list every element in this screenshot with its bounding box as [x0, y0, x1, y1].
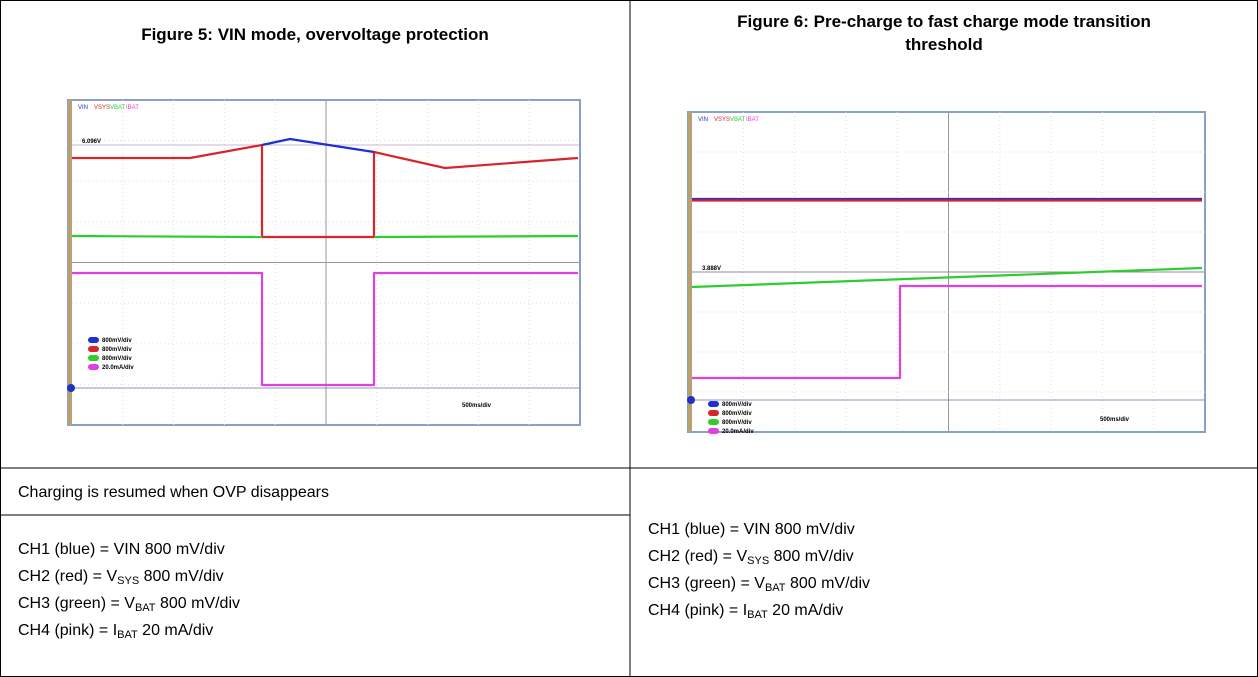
- channel-scale: 800mV/div: [722, 402, 752, 408]
- channel-badge: [708, 401, 719, 407]
- subscript: SYS: [117, 575, 139, 587]
- description-text: CH2 (red) = V: [18, 568, 117, 585]
- oscilloscope-capture: 3.888V VIN VSYS VBAT IBAT 800mV/div 800mV/div 8…: [687, 111, 1206, 435]
- channel-scale: 800mV/div: [102, 338, 132, 344]
- waveform: [373, 234, 579, 239]
- channel-badge: [88, 364, 99, 370]
- description-text: CH3 (green) = V: [18, 595, 135, 612]
- waveform: [692, 284, 1202, 380]
- channel-label: VBAT: [110, 105, 126, 111]
- waveform: [261, 137, 375, 154]
- subscript: SYS: [747, 555, 769, 567]
- description-text: CH2 (red) = V: [648, 548, 747, 565]
- channel-label: VIN: [698, 117, 708, 123]
- channel-description: CH4 (pink) = IBAT 20 mA/div: [18, 622, 213, 641]
- ground-marker: [67, 384, 75, 392]
- timebase: 500ms/div: [1100, 417, 1130, 423]
- channel-scale: 20.0mA/div: [722, 429, 754, 435]
- figure-title: threshold: [905, 35, 982, 54]
- figure-title: Figure 6: Pre-charge to fast charge mode…: [737, 12, 1151, 31]
- subscript: BAT: [747, 609, 768, 621]
- channel-label: VSYS: [94, 105, 110, 111]
- channel-scale: 800mV/div: [722, 411, 752, 417]
- channel-description: CH3 (green) = VBAT 800 mV/div: [18, 595, 240, 614]
- channel-badge: [708, 428, 719, 434]
- caption-note: Charging is resumed when OVP disappears: [18, 484, 329, 501]
- channel-label: VIN: [78, 105, 88, 111]
- channel-description: CH1 (blue) = VIN 800 mV/div: [648, 521, 855, 538]
- channel-description: CH2 (red) = VSYS 800 mV/div: [18, 568, 224, 587]
- figure-title: Figure 5: VIN mode, overvoltage protecti…: [141, 25, 489, 44]
- description-text: CH1 (blue) = VIN 800 mV/div: [648, 521, 855, 538]
- channel-description: CH1 (blue) = VIN 800 mV/div: [18, 541, 225, 558]
- channel-description: CH2 (red) = VSYS 800 mV/div: [648, 548, 854, 567]
- channel-scale: 20.0mA/div: [102, 365, 134, 371]
- channel-scale: 800mV/div: [102, 356, 132, 362]
- scope-bezel: [688, 112, 692, 432]
- ground-marker: [687, 396, 695, 404]
- marker-label: 6.096V: [82, 139, 101, 145]
- channel-badge: [708, 410, 719, 416]
- marker-label: 3.888V: [702, 266, 721, 272]
- description-text: 20 mA/div: [138, 622, 214, 639]
- waveform: [71, 234, 263, 239]
- channel-description: CH3 (green) = VBAT 800 mV/div: [648, 575, 870, 594]
- description-text: 800 mV/div: [139, 568, 223, 585]
- description-text: CH1 (blue) = VIN 800 mV/div: [18, 541, 225, 558]
- channel-badge: [88, 337, 99, 343]
- description-text: CH4 (pink) = I: [18, 622, 117, 639]
- channel-description: CH4 (pink) = IBAT 20 mA/div: [648, 602, 843, 621]
- description-text: 800 mV/div: [156, 595, 240, 612]
- channel-label: VSYS: [714, 117, 730, 123]
- channel-scale: 800mV/div: [102, 347, 132, 353]
- subscript: BAT: [135, 602, 156, 614]
- oscilloscope-capture: 6.096V VIN VSYS VBAT IBAT 800mV/div 800mV/div 8…: [67, 99, 581, 426]
- description-text: 20 mA/div: [768, 602, 844, 619]
- timebase: 500ms/div: [462, 403, 492, 409]
- channel-label: IBAT: [126, 105, 139, 111]
- channel-scale: 800mV/div: [722, 420, 752, 426]
- channel-badge: [88, 355, 99, 361]
- description-text: CH4 (pink) = I: [648, 602, 747, 619]
- waveform: [72, 271, 578, 387]
- waveform: [691, 266, 1203, 289]
- scope-bezel: [68, 100, 72, 425]
- channel-badge: [88, 346, 99, 352]
- description-text: CH3 (green) = V: [648, 575, 765, 592]
- description-text: 800 mV/div: [769, 548, 853, 565]
- description-text: 800 mV/div: [786, 575, 870, 592]
- channel-badge: [708, 419, 719, 425]
- subscript: BAT: [765, 582, 786, 594]
- channel-label: VBAT: [730, 117, 746, 123]
- subscript: BAT: [117, 629, 138, 641]
- channel-label: IBAT: [746, 117, 759, 123]
- waveform: [72, 143, 579, 239]
